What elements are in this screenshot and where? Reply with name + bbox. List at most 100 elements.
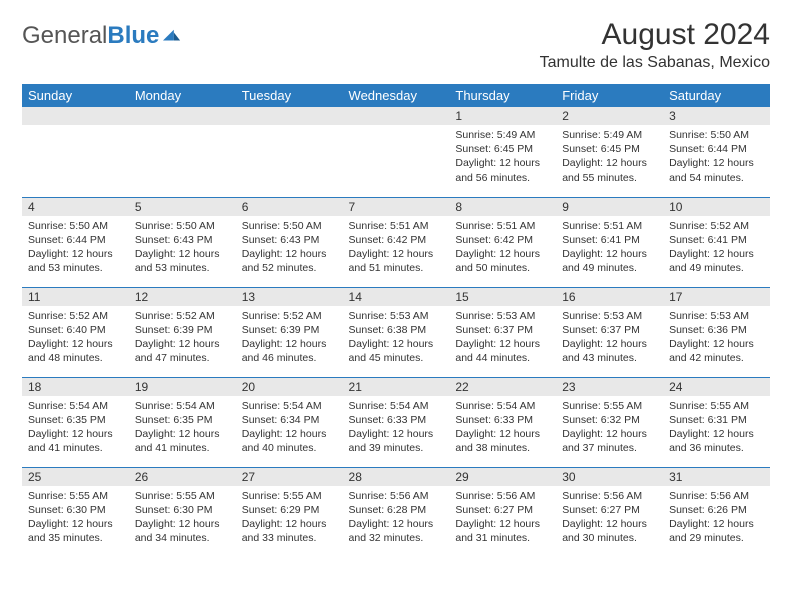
sunset-text: Sunset: 6:34 PM (242, 413, 337, 427)
sunrise-text: Sunrise: 5:54 AM (135, 399, 230, 413)
day-number: 31 (663, 468, 770, 486)
sunrise-text: Sunrise: 5:55 AM (28, 489, 123, 503)
day-cell: 10Sunrise: 5:52 AMSunset: 6:41 PMDayligh… (663, 197, 770, 287)
day-data: Sunrise: 5:53 AMSunset: 6:36 PMDaylight:… (663, 306, 770, 369)
day-number: 26 (129, 468, 236, 486)
location-text: Tamulte de las Sabanas, Mexico (540, 54, 770, 72)
day-data: Sunrise: 5:54 AMSunset: 6:33 PMDaylight:… (449, 396, 556, 459)
week-row: 4Sunrise: 5:50 AMSunset: 6:44 PMDaylight… (22, 197, 770, 287)
day-data: Sunrise: 5:55 AMSunset: 6:30 PMDaylight:… (22, 486, 129, 549)
daylight-text: Daylight: 12 hours and 45 minutes. (349, 337, 444, 365)
day-number: 24 (663, 378, 770, 396)
sunset-text: Sunset: 6:44 PM (669, 142, 764, 156)
weekday-header: Sunday (22, 84, 129, 107)
sunrise-text: Sunrise: 5:55 AM (669, 399, 764, 413)
day-cell (22, 107, 129, 197)
week-row: 25Sunrise: 5:55 AMSunset: 6:30 PMDayligh… (22, 467, 770, 557)
weekday-header: Monday (129, 84, 236, 107)
sunrise-text: Sunrise: 5:56 AM (669, 489, 764, 503)
daylight-text: Daylight: 12 hours and 30 minutes. (562, 517, 657, 545)
day-cell: 17Sunrise: 5:53 AMSunset: 6:36 PMDayligh… (663, 287, 770, 377)
daylight-text: Daylight: 12 hours and 53 minutes. (28, 247, 123, 275)
day-data (343, 125, 450, 131)
day-number: 1 (449, 107, 556, 125)
sunset-text: Sunset: 6:38 PM (349, 323, 444, 337)
sunrise-text: Sunrise: 5:54 AM (242, 399, 337, 413)
daylight-text: Daylight: 12 hours and 47 minutes. (135, 337, 230, 365)
sunrise-text: Sunrise: 5:51 AM (562, 219, 657, 233)
sunrise-text: Sunrise: 5:51 AM (455, 219, 550, 233)
daylight-text: Daylight: 12 hours and 44 minutes. (455, 337, 550, 365)
sunrise-text: Sunrise: 5:49 AM (455, 128, 550, 142)
day-data: Sunrise: 5:54 AMSunset: 6:33 PMDaylight:… (343, 396, 450, 459)
day-number: 16 (556, 288, 663, 306)
day-number: 6 (236, 198, 343, 216)
day-number: 17 (663, 288, 770, 306)
day-data: Sunrise: 5:52 AMSunset: 6:40 PMDaylight:… (22, 306, 129, 369)
title-block: August 2024 Tamulte de las Sabanas, Mexi… (540, 18, 770, 72)
weekday-header: Wednesday (343, 84, 450, 107)
daylight-text: Daylight: 12 hours and 43 minutes. (562, 337, 657, 365)
daylight-text: Daylight: 12 hours and 42 minutes. (669, 337, 764, 365)
sunset-text: Sunset: 6:41 PM (562, 233, 657, 247)
sunrise-text: Sunrise: 5:52 AM (135, 309, 230, 323)
sunset-text: Sunset: 6:45 PM (455, 142, 550, 156)
day-cell: 11Sunrise: 5:52 AMSunset: 6:40 PMDayligh… (22, 287, 129, 377)
day-number: 25 (22, 468, 129, 486)
day-number (236, 107, 343, 125)
sunset-text: Sunset: 6:26 PM (669, 503, 764, 517)
day-cell (343, 107, 450, 197)
day-data: Sunrise: 5:54 AMSunset: 6:35 PMDaylight:… (129, 396, 236, 459)
logo-word-2: Blue (107, 22, 159, 49)
day-number: 10 (663, 198, 770, 216)
sunset-text: Sunset: 6:32 PM (562, 413, 657, 427)
day-cell: 24Sunrise: 5:55 AMSunset: 6:31 PMDayligh… (663, 377, 770, 467)
day-data: Sunrise: 5:50 AMSunset: 6:44 PMDaylight:… (22, 216, 129, 279)
day-number: 29 (449, 468, 556, 486)
day-number: 15 (449, 288, 556, 306)
daylight-text: Daylight: 12 hours and 41 minutes. (135, 427, 230, 455)
day-cell: 3Sunrise: 5:50 AMSunset: 6:44 PMDaylight… (663, 107, 770, 197)
day-number: 11 (22, 288, 129, 306)
daylight-text: Daylight: 12 hours and 54 minutes. (669, 156, 764, 184)
daylight-text: Daylight: 12 hours and 51 minutes. (349, 247, 444, 275)
daylight-text: Daylight: 12 hours and 39 minutes. (349, 427, 444, 455)
day-number: 30 (556, 468, 663, 486)
day-data: Sunrise: 5:49 AMSunset: 6:45 PMDaylight:… (556, 125, 663, 188)
sunrise-text: Sunrise: 5:53 AM (562, 309, 657, 323)
day-cell: 28Sunrise: 5:56 AMSunset: 6:28 PMDayligh… (343, 467, 450, 557)
sunrise-text: Sunrise: 5:54 AM (28, 399, 123, 413)
weekday-header: Thursday (449, 84, 556, 107)
day-number: 13 (236, 288, 343, 306)
day-cell: 26Sunrise: 5:55 AMSunset: 6:30 PMDayligh… (129, 467, 236, 557)
day-cell: 15Sunrise: 5:53 AMSunset: 6:37 PMDayligh… (449, 287, 556, 377)
sunset-text: Sunset: 6:37 PM (455, 323, 550, 337)
day-number: 12 (129, 288, 236, 306)
logo-word-1: General (22, 22, 107, 49)
sunset-text: Sunset: 6:33 PM (349, 413, 444, 427)
daylight-text: Daylight: 12 hours and 55 minutes. (562, 156, 657, 184)
sunrise-text: Sunrise: 5:51 AM (349, 219, 444, 233)
day-cell: 16Sunrise: 5:53 AMSunset: 6:37 PMDayligh… (556, 287, 663, 377)
daylight-text: Daylight: 12 hours and 36 minutes. (669, 427, 764, 455)
day-number: 7 (343, 198, 450, 216)
day-cell: 14Sunrise: 5:53 AMSunset: 6:38 PMDayligh… (343, 287, 450, 377)
header: GeneralBlue August 2024 Tamulte de las S… (22, 18, 770, 72)
day-cell: 13Sunrise: 5:52 AMSunset: 6:39 PMDayligh… (236, 287, 343, 377)
week-row: 1Sunrise: 5:49 AMSunset: 6:45 PMDaylight… (22, 107, 770, 197)
daylight-text: Daylight: 12 hours and 40 minutes. (242, 427, 337, 455)
daylight-text: Daylight: 12 hours and 50 minutes. (455, 247, 550, 275)
day-cell: 30Sunrise: 5:56 AMSunset: 6:27 PMDayligh… (556, 467, 663, 557)
sunset-text: Sunset: 6:43 PM (242, 233, 337, 247)
day-cell: 9Sunrise: 5:51 AMSunset: 6:41 PMDaylight… (556, 197, 663, 287)
day-cell: 25Sunrise: 5:55 AMSunset: 6:30 PMDayligh… (22, 467, 129, 557)
day-number: 14 (343, 288, 450, 306)
daylight-text: Daylight: 12 hours and 48 minutes. (28, 337, 123, 365)
day-cell: 22Sunrise: 5:54 AMSunset: 6:33 PMDayligh… (449, 377, 556, 467)
day-data: Sunrise: 5:56 AMSunset: 6:27 PMDaylight:… (556, 486, 663, 549)
sunset-text: Sunset: 6:27 PM (562, 503, 657, 517)
day-data: Sunrise: 5:56 AMSunset: 6:28 PMDaylight:… (343, 486, 450, 549)
day-data: Sunrise: 5:49 AMSunset: 6:45 PMDaylight:… (449, 125, 556, 188)
weekday-header: Tuesday (236, 84, 343, 107)
sunset-text: Sunset: 6:30 PM (135, 503, 230, 517)
